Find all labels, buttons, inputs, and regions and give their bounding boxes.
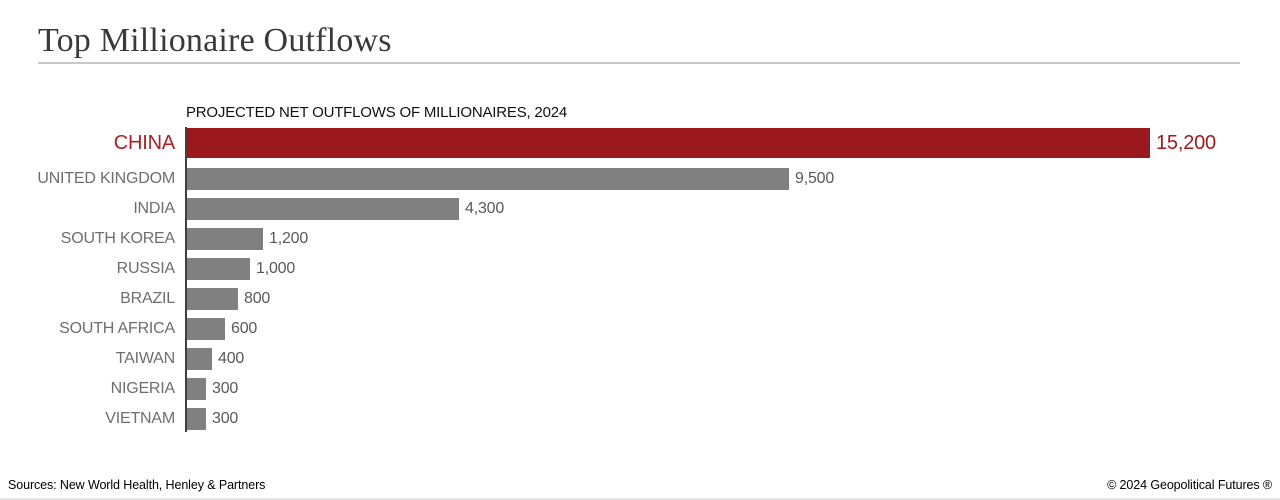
footer-copyright: © 2024 Geopolitical Futures ® xyxy=(1107,478,1272,492)
bar-row: VIETNAM 300 xyxy=(0,408,238,430)
bar-label: VIETNAM xyxy=(105,410,175,427)
bar-label: RUSSIA xyxy=(116,260,176,277)
bar-value: 1,200 xyxy=(269,230,309,247)
bar xyxy=(187,318,225,340)
bar-row: NIGERIA 300 xyxy=(0,378,238,400)
bar xyxy=(187,168,789,190)
bar xyxy=(187,258,250,280)
bar-row: RUSSIA 1,000 xyxy=(0,258,295,280)
page-title: Top Millionaire Outflows xyxy=(38,22,392,59)
y-axis-line xyxy=(185,127,187,432)
bar-label: INDIA xyxy=(133,200,175,217)
bar-label: NIGERIA xyxy=(110,380,176,397)
bar-value: 1,000 xyxy=(256,260,296,277)
bar-value: 300 xyxy=(212,410,239,427)
bar xyxy=(187,128,1150,158)
bar-value: 600 xyxy=(231,320,258,337)
chart-subtitle: PROJECTED NET OUTFLOWS OF MILLIONAIRES, … xyxy=(186,104,568,121)
bar-value: 800 xyxy=(244,290,271,307)
bar-label: SOUTH KOREA xyxy=(60,230,175,247)
bar xyxy=(187,198,459,220)
title-divider xyxy=(38,62,1240,64)
bar xyxy=(187,288,238,310)
bar-row: SOUTH AFRICA 600 xyxy=(0,318,257,340)
bar xyxy=(187,378,206,400)
bar-row: TAIWAN 400 xyxy=(0,348,244,370)
bar-row: CHINA 15,200 xyxy=(0,128,1216,158)
bar-label: CHINA xyxy=(113,131,175,154)
bar-label: SOUTH AFRICA xyxy=(59,320,175,337)
bar-value: 300 xyxy=(212,380,239,397)
bar xyxy=(187,228,263,250)
bar xyxy=(187,348,212,370)
bar-value: 15,200 xyxy=(1156,131,1216,154)
bar-row: INDIA 4,300 xyxy=(0,198,504,220)
bar-value: 4,300 xyxy=(465,200,505,217)
bar-label: UNITED KINGDOM xyxy=(37,170,175,187)
bar xyxy=(187,408,206,430)
bar-label: TAIWAN xyxy=(115,350,175,367)
bar-row: UNITED KINGDOM 9,500 xyxy=(0,168,834,190)
bottom-divider xyxy=(0,498,1280,500)
bar-row: BRAZIL 800 xyxy=(0,288,270,310)
footer-sources: Sources: New World Health, Henley & Part… xyxy=(8,478,266,492)
bar-label: BRAZIL xyxy=(120,290,175,307)
bar-value: 400 xyxy=(218,350,245,367)
bar-value: 9,500 xyxy=(795,170,835,187)
bar-row: SOUTH KOREA 1,200 xyxy=(0,228,308,250)
